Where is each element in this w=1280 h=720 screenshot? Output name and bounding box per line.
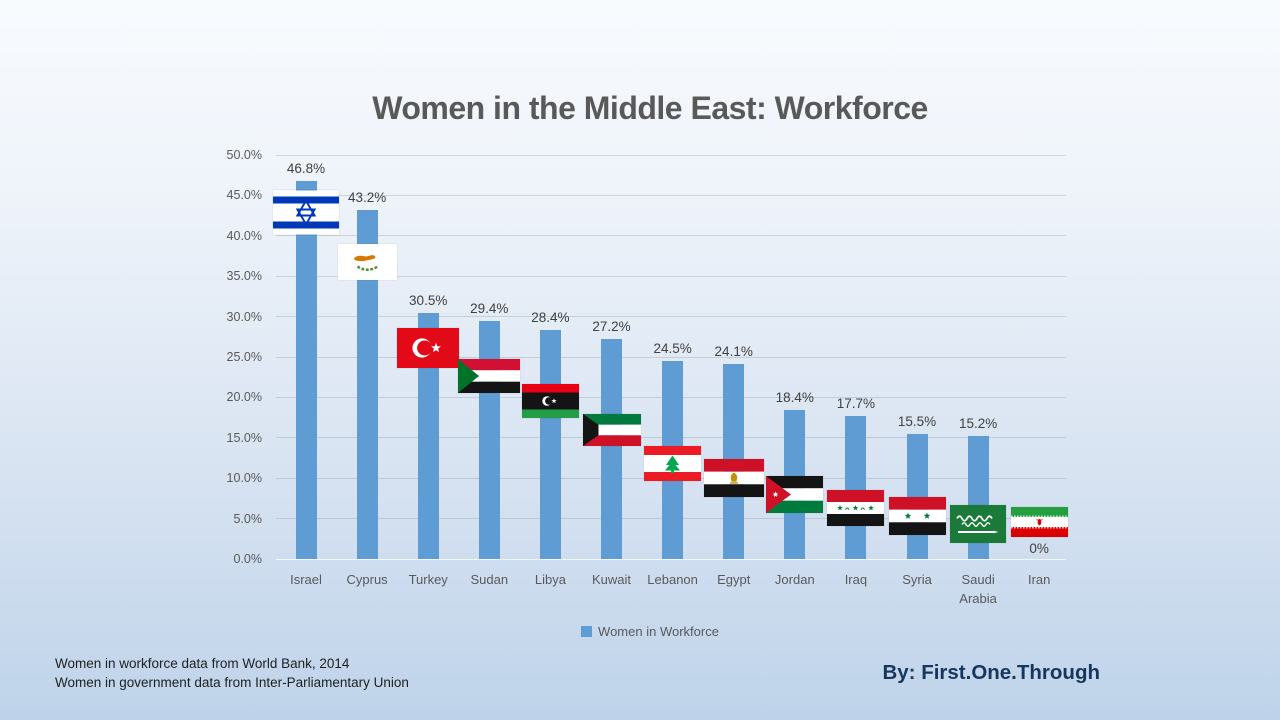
saudi-arabia-flag-icon bbox=[950, 505, 1007, 543]
legend-swatch-icon bbox=[581, 626, 593, 637]
bar-turkey bbox=[417, 312, 439, 559]
turkey-flag-icon bbox=[397, 328, 460, 368]
gridline-30.0% bbox=[276, 316, 1066, 318]
x-axis-label-jordan: Jordan bbox=[774, 572, 815, 587]
gridline-0.0% bbox=[276, 558, 1066, 560]
x-axis-label-lebanon: Lebanon bbox=[647, 572, 698, 587]
x-axis-label-sudan: Sudan bbox=[470, 572, 509, 587]
value-label-lebanon: 24.5% bbox=[653, 341, 692, 357]
x-axis-label-turkey: Turkey bbox=[408, 572, 448, 587]
byline: By: First.One.Through bbox=[882, 661, 1100, 684]
value-label-turkey: 30.5% bbox=[409, 292, 448, 308]
footnote-line-1: Women in workforce data from World Bank,… bbox=[55, 656, 350, 671]
value-label-sudan: 29.4% bbox=[470, 301, 509, 317]
y-axis-tick-label: 45.0% bbox=[226, 188, 262, 203]
legend: Women in Workforce bbox=[20, 624, 1280, 639]
value-label-syria: 15.5% bbox=[897, 413, 937, 429]
y-axis-tick-label: 20.0% bbox=[226, 390, 262, 405]
value-label-iran: 0% bbox=[1029, 541, 1049, 556]
value-label-iraq: 17.7% bbox=[836, 395, 876, 411]
x-axis-label-israel: Israel bbox=[290, 572, 322, 587]
bar-kuwait bbox=[601, 339, 622, 559]
israel-flag-icon bbox=[273, 190, 339, 235]
value-label-jordan: 18.4% bbox=[775, 390, 814, 406]
value-label-egypt: 24.1% bbox=[714, 344, 753, 360]
footnotes: Women in workforce data from World Bank,… bbox=[55, 654, 409, 692]
y-axis-tick-label: 40.0% bbox=[226, 228, 262, 243]
x-axis-label-iran: Iran bbox=[1027, 572, 1051, 587]
value-label-israel: 46.8% bbox=[286, 160, 326, 176]
iran-flag-icon bbox=[1010, 507, 1068, 537]
libya-flag-icon bbox=[521, 384, 579, 418]
value-label-libya: 28.4% bbox=[531, 309, 570, 325]
y-axis-tick-label: 0.0% bbox=[233, 552, 263, 566]
chart-title: Women in the Middle East: Workforce bbox=[372, 90, 928, 126]
bar-iraq bbox=[845, 415, 867, 559]
x-axis-label-cyprus: Cyprus bbox=[346, 572, 388, 587]
gridline-40.0% bbox=[276, 235, 1066, 237]
gridline-25.0% bbox=[276, 356, 1066, 358]
y-axis-tick-label: 30.0% bbox=[226, 309, 262, 324]
legend-label: Women in Workforce bbox=[598, 624, 719, 639]
x-axis-label-saudi-arabia: Saudi Arabia bbox=[959, 572, 997, 606]
x-axis-label-egypt: Egypt bbox=[717, 572, 751, 587]
gridline-45.0% bbox=[276, 194, 1066, 196]
footnote-line-2: Women in government data from Inter-Parl… bbox=[55, 675, 409, 690]
gridline-35.0% bbox=[276, 275, 1066, 277]
jordan-flag-icon bbox=[766, 476, 824, 513]
x-axis-label-syria: Syria bbox=[902, 572, 932, 587]
value-label-cyprus: 43.2% bbox=[347, 189, 387, 205]
y-axis-tick-label: 35.0% bbox=[226, 269, 262, 284]
bar-cyprus bbox=[356, 209, 378, 559]
gridline-50.0% bbox=[276, 154, 1066, 156]
x-axis-label-kuwait: Kuwait bbox=[591, 572, 632, 587]
egypt-flag-icon bbox=[703, 459, 764, 497]
kuwait-flag-icon bbox=[582, 414, 641, 446]
bar-libya bbox=[539, 329, 561, 559]
x-axis-label-libya: Libya bbox=[534, 572, 566, 587]
y-axis-tick-label: 15.0% bbox=[226, 430, 262, 445]
iraq-flag-icon bbox=[827, 490, 885, 526]
bar-sudan bbox=[478, 321, 500, 559]
y-axis-tick-label: 10.0% bbox=[226, 471, 262, 486]
y-axis-tick-label: 25.0% bbox=[226, 350, 262, 364]
lebanon-flag-icon bbox=[644, 446, 702, 481]
y-axis-tick-label: 5.0% bbox=[233, 511, 263, 526]
bar-israel bbox=[295, 180, 317, 559]
cyprus-flag-icon bbox=[337, 244, 397, 280]
x-axis-label-iraq: Iraq bbox=[844, 572, 868, 587]
value-label-saudi-arabia: 15.2% bbox=[958, 416, 998, 432]
value-label-kuwait: 27.2% bbox=[592, 319, 631, 335]
sudan-flag-icon bbox=[458, 359, 521, 393]
y-axis-tick-label: 50.0% bbox=[226, 148, 262, 162]
syria-flag-icon bbox=[888, 497, 946, 535]
